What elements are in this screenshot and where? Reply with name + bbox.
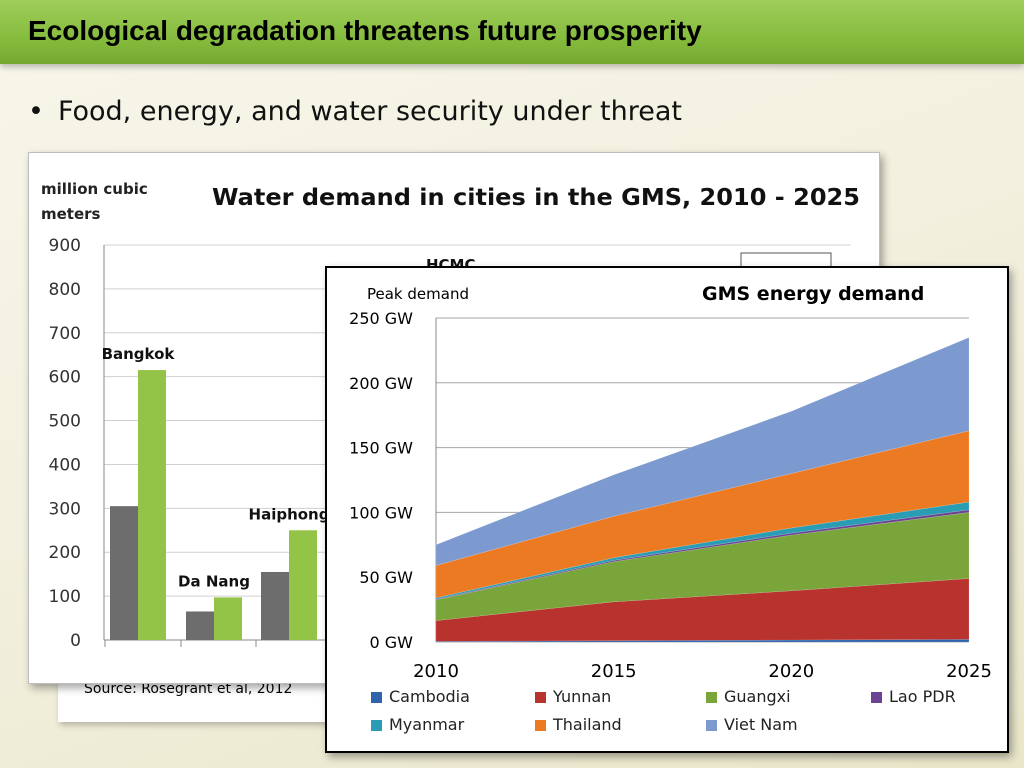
water-y-tick-label: 300 — [49, 499, 81, 519]
energy-demand-chart: Peak demand GMS energy demand 0 GW 50 GW 100… — [349, 283, 992, 734]
energy-y-tick-label: 250 GW — [349, 309, 413, 328]
water-y-tick-label: 500 — [49, 412, 81, 432]
water-y-tick-label: 100 — [49, 587, 81, 607]
bullet-text: Food, energy, and water security under t… — [57, 96, 682, 127]
water-y-tick-label: 800 — [49, 280, 81, 300]
water-y-tick-label: 600 — [49, 368, 81, 388]
water-bar — [261, 571, 289, 640]
source-note: Source: Rosegrant et al, 2012 — [84, 681, 293, 697]
energy-legend-label: Lao PDR — [889, 687, 956, 706]
energy-chart-title: GMS energy demand — [702, 283, 924, 305]
water-chart-title: Water demand in cities in the GMS, 2010 … — [212, 185, 860, 211]
energy-legend-swatch — [535, 692, 546, 703]
energy-legend-label: Yunnan — [552, 687, 611, 706]
water-y-tick-label: 900 — [49, 236, 81, 256]
water-y-axis-label-line1: million cubic — [41, 180, 148, 198]
energy-area-yunnan — [435, 578, 970, 642]
energy-x-tick-label: 2020 — [768, 661, 814, 682]
water-category-label: Da Nang — [178, 572, 250, 590]
water-y-tick-label: 400 — [49, 455, 81, 475]
water-bar — [214, 597, 242, 640]
energy-x-tick-label: 2010 — [413, 661, 459, 682]
energy-area-lao-pdr — [435, 509, 970, 601]
energy-legend-label: Thailand — [552, 715, 622, 734]
energy-y-tick-label: 50 GW — [359, 568, 413, 587]
energy-legend-label: Myanmar — [389, 715, 465, 734]
energy-y-tick-label: 150 GW — [349, 439, 413, 458]
water-bar — [186, 611, 214, 640]
water-y-tick-label: 0 — [70, 631, 81, 651]
energy-area-myanmar — [435, 501, 970, 600]
energy-legend-label: Viet Nam — [724, 715, 798, 734]
energy-y-tick-label: 200 GW — [349, 374, 413, 393]
water-category-label: Haiphong — [249, 505, 330, 523]
energy-chart-panel: Peak demand GMS energy demand 0 GW 50 GW 100… — [325, 266, 1009, 753]
bullet-icon: • — [28, 96, 44, 127]
energy-legend-swatch — [706, 720, 717, 731]
water-bar — [289, 530, 317, 640]
energy-legend-swatch — [535, 720, 546, 731]
energy-y-tick-label: 100 GW — [349, 503, 413, 522]
energy-y-tick-label: 0 GW — [370, 633, 414, 652]
energy-legend-label: Cambodia — [389, 687, 470, 706]
water-y-tick-label: 700 — [49, 324, 81, 344]
water-category-label: Bangkok — [102, 345, 176, 363]
energy-area-thailand — [435, 430, 970, 599]
water-bar — [110, 506, 138, 640]
energy-legend-label: Guangxi — [724, 687, 791, 706]
energy-legend-swatch — [371, 692, 382, 703]
water-y-axis-label-line2: meters — [41, 205, 101, 223]
energy-y-axis-label: Peak demand — [367, 285, 469, 303]
energy-x-tick-label: 2025 — [946, 661, 992, 682]
energy-area-guangxi — [435, 512, 970, 621]
energy-legend-swatch — [706, 692, 717, 703]
energy-x-tick-label: 2015 — [591, 661, 637, 682]
slide-title: Ecological degradation threatens future … — [28, 15, 702, 46]
water-bar — [138, 370, 166, 640]
energy-area-viet-nam — [435, 337, 970, 566]
slide-title-bar: Ecological degradation threatens future … — [0, 0, 1024, 64]
energy-area-cambodia — [435, 639, 970, 643]
energy-legend-swatch — [371, 720, 382, 731]
water-y-tick-label: 200 — [49, 543, 81, 563]
energy-legend-swatch — [871, 692, 882, 703]
bullet-point: • Food, energy, and water security under … — [28, 96, 682, 127]
